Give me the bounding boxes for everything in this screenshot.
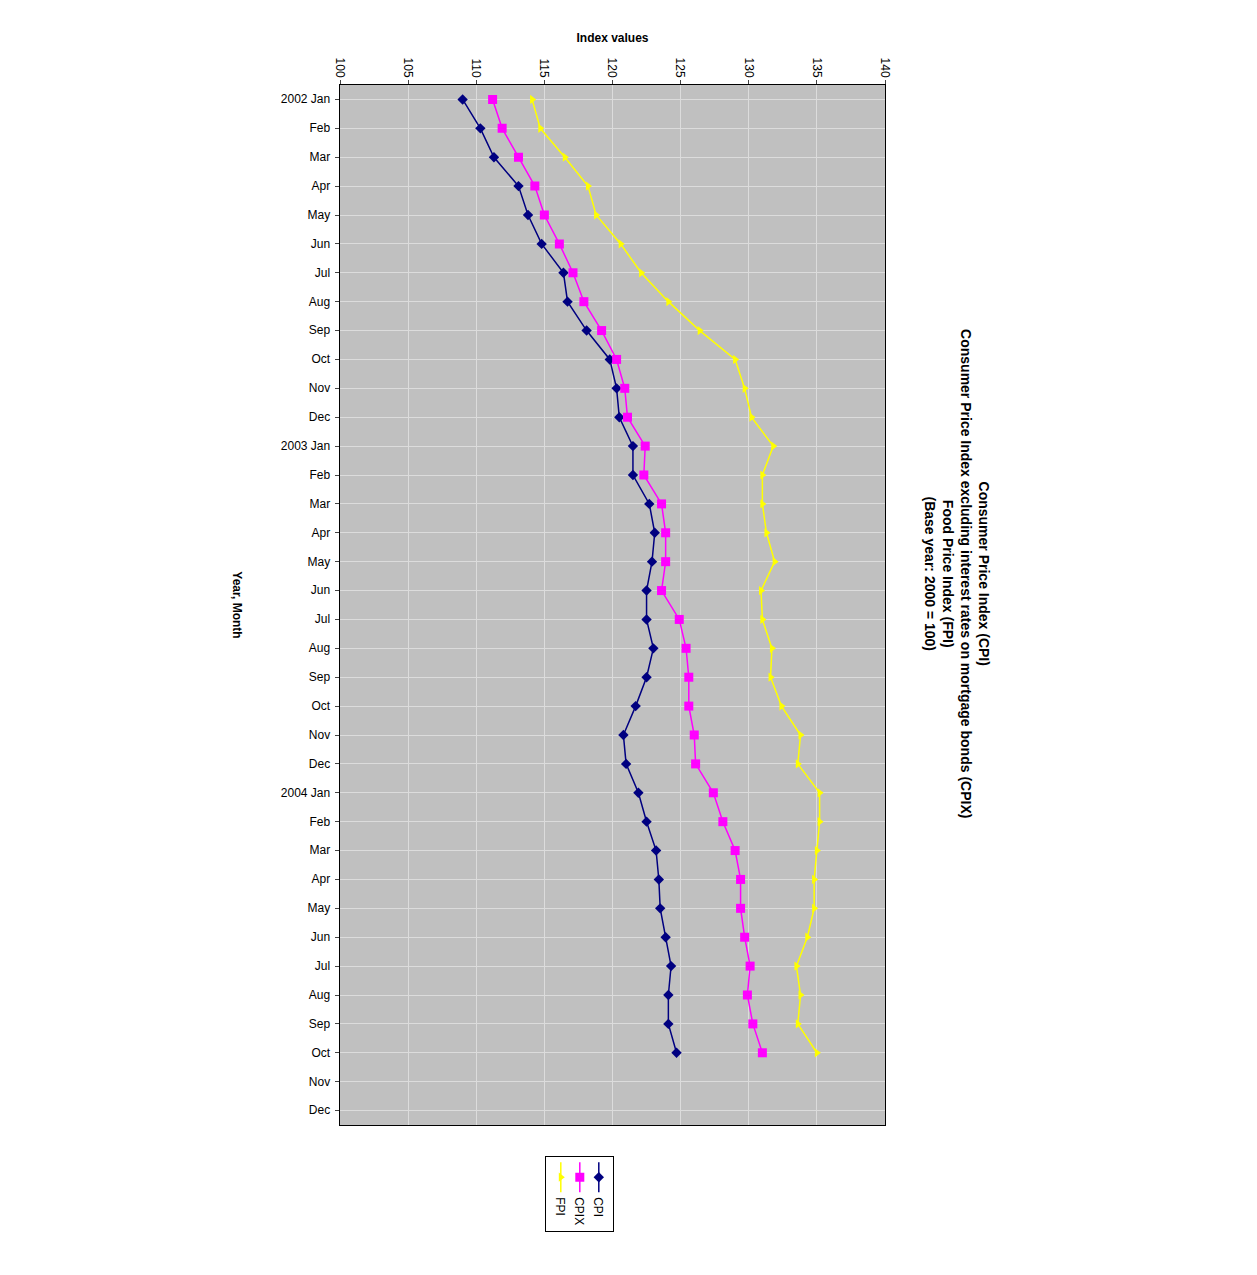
svg-text:Index values: Index values: [576, 31, 648, 45]
svg-text:115: 115: [537, 58, 551, 77]
svg-text:Oct: Oct: [312, 699, 331, 713]
svg-text:120: 120: [605, 58, 619, 78]
svg-text:Nov: Nov: [309, 728, 330, 742]
svg-text:Jun: Jun: [311, 237, 330, 251]
svg-text:May: May: [308, 901, 331, 915]
svg-text:Dec: Dec: [309, 410, 330, 424]
svg-text:Aug: Aug: [309, 988, 330, 1002]
svg-text:130: 130: [742, 58, 756, 78]
svg-text:Oct: Oct: [312, 352, 331, 366]
svg-text:Sep: Sep: [309, 1017, 331, 1031]
svg-text:Mar: Mar: [310, 843, 331, 857]
svg-text:100: 100: [333, 58, 347, 78]
svg-text:Mar: Mar: [310, 497, 331, 511]
svg-text:Feb: Feb: [310, 815, 331, 829]
svg-text:2002 Jan: 2002 Jan: [281, 92, 330, 106]
svg-text:Jul: Jul: [315, 959, 330, 973]
svg-text:2004 Jan: 2004 Jan: [281, 786, 330, 800]
svg-text:Jun: Jun: [311, 930, 330, 944]
svg-text:CPI: CPI: [591, 1197, 605, 1217]
svg-text:Nov: Nov: [309, 381, 330, 395]
svg-text:105: 105: [401, 58, 415, 78]
svg-text:Apr: Apr: [312, 526, 331, 540]
svg-text:CPIX: CPIX: [572, 1197, 586, 1225]
svg-text:Aug: Aug: [309, 295, 330, 309]
svg-text:125: 125: [673, 58, 687, 78]
svg-text:Dec: Dec: [309, 1103, 330, 1117]
svg-text:Jul: Jul: [315, 266, 330, 280]
svg-text:110: 110: [469, 58, 483, 77]
svg-text:135: 135: [810, 58, 824, 78]
svg-text:140: 140: [878, 58, 892, 78]
svg-text:Oct: Oct: [312, 1046, 331, 1060]
svg-text:May: May: [308, 555, 331, 569]
svg-text:Apr: Apr: [312, 872, 331, 886]
svg-text:Feb: Feb: [310, 121, 331, 135]
svg-text:Mar: Mar: [310, 150, 331, 164]
svg-text:Sep: Sep: [309, 670, 331, 684]
svg-text:Jun: Jun: [311, 583, 330, 597]
svg-text:Aug: Aug: [309, 641, 330, 655]
svg-text:Jul: Jul: [315, 612, 330, 626]
svg-text:Dec: Dec: [309, 757, 330, 771]
svg-text:Year, Month: Year, Month: [230, 571, 244, 638]
svg-text:Apr: Apr: [312, 179, 331, 193]
svg-text:Nov: Nov: [309, 1075, 330, 1089]
svg-text:Sep: Sep: [309, 323, 331, 337]
svg-text:2003 Jan: 2003 Jan: [281, 439, 330, 453]
svg-text:May: May: [308, 208, 331, 222]
svg-text:Consumer Price Index (CPI)Cons: Consumer Price Index (CPI)Consumer Price…: [922, 329, 993, 818]
svg-text:FPI: FPI: [553, 1197, 567, 1216]
svg-text:Feb: Feb: [310, 468, 331, 482]
